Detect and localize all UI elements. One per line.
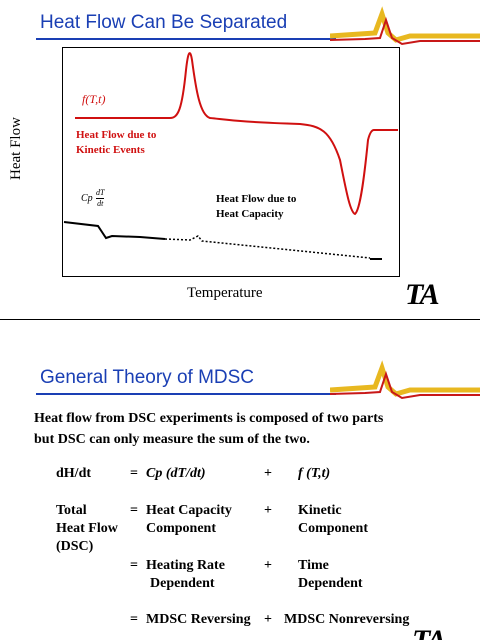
kinetic-function-label: f(T,t) bbox=[82, 92, 106, 106]
row2-lhs: Total Heat Flow (DSC) bbox=[56, 502, 118, 556]
row3-term2-line1: Time bbox=[298, 558, 329, 573]
peak-wave-icon bbox=[330, 6, 480, 46]
slide-divider bbox=[0, 319, 480, 320]
row2-term1: Heat Capacity Component bbox=[146, 502, 232, 538]
eq-lhs: dH/dt bbox=[56, 466, 92, 481]
row2-lhs-line1: Total bbox=[56, 503, 87, 518]
slide-title: General Theory of MDSC bbox=[40, 367, 255, 388]
capacity-heat-flow-curve bbox=[63, 221, 166, 240]
title-underline bbox=[36, 393, 336, 395]
row3-term2-line2: Dependent bbox=[298, 576, 363, 591]
row2-term1-line2: Component bbox=[146, 521, 217, 536]
row2-equals: = bbox=[130, 503, 138, 518]
slide-heat-flow-separated: Heat Flow Can Be Separated Heat Flow Tem… bbox=[8, 6, 480, 311]
row3-term2: Time Dependent bbox=[298, 557, 363, 593]
capacity-dotted-curve bbox=[164, 235, 371, 259]
capacity-label-line1: Heat Flow due to bbox=[216, 193, 297, 205]
slide-title: Heat Flow Can Be Separated bbox=[40, 12, 288, 33]
capacity-label: Heat Flow due to Heat Capacity bbox=[216, 192, 296, 222]
row2-plus: + bbox=[264, 503, 272, 518]
intro-line2: but DSC can only measure the sum of the … bbox=[34, 432, 310, 447]
intro-paragraph: Heat flow from DSC experiments is compos… bbox=[34, 408, 454, 450]
row2-lhs-line3: (DSC) bbox=[56, 539, 94, 554]
ta-logo: TA bbox=[412, 624, 447, 640]
intro-line1: Heat flow from DSC experiments is compos… bbox=[34, 411, 384, 426]
eq-plus: + bbox=[264, 466, 272, 481]
cp-symbol: Cp bbox=[81, 193, 93, 204]
row3-equals: = bbox=[130, 558, 138, 573]
x-axis-label: Temperature bbox=[187, 285, 263, 301]
row4-term2: MDSC Nonreversing bbox=[284, 612, 410, 627]
eq-term2: f (T,t) bbox=[298, 466, 331, 481]
title-underline bbox=[36, 38, 336, 40]
row3-plus: + bbox=[264, 558, 272, 573]
slide-general-theory: General Theory of MDSC Heat flow from DS… bbox=[0, 320, 480, 640]
ta-logo: TA bbox=[405, 278, 440, 311]
row4-term1: MDSC Reversing bbox=[146, 612, 251, 627]
kinetic-label: Heat Flow due to Kinetic Events bbox=[76, 128, 156, 158]
row4-plus: + bbox=[264, 612, 272, 627]
row2-term2-line2: Component bbox=[298, 521, 369, 536]
row4-equals: = bbox=[130, 612, 138, 627]
row2-lhs-line2: Heat Flow bbox=[56, 521, 118, 536]
cp-fraction: dT dt bbox=[96, 188, 105, 209]
eq-term1: Cp (dT/dt) bbox=[146, 466, 206, 481]
row2-term1-line1: Heat Capacity bbox=[146, 503, 232, 518]
row2-term2: Kinetic Component bbox=[298, 502, 368, 538]
plot-frame bbox=[62, 47, 400, 277]
row2-term2-line1: Kinetic bbox=[298, 503, 342, 518]
fraction-numerator: dT bbox=[96, 188, 105, 199]
peak-wave-icon bbox=[330, 360, 480, 400]
capacity-label-line2: Heat Capacity bbox=[216, 208, 284, 220]
row3-term1-line1: Heating Rate bbox=[146, 558, 225, 573]
heat-flow-curves bbox=[63, 52, 398, 260]
kinetic-heat-flow-curve bbox=[75, 52, 398, 216]
kinetic-label-line1: Heat Flow due to bbox=[76, 129, 157, 141]
row3-term1-line2: Dependent bbox=[150, 576, 215, 591]
row3-term1: Heating Rate Dependent bbox=[146, 557, 225, 593]
fraction-denominator: dt bbox=[97, 199, 104, 208]
kinetic-label-line2: Kinetic Events bbox=[76, 144, 145, 156]
eq-equals: = bbox=[130, 466, 138, 481]
